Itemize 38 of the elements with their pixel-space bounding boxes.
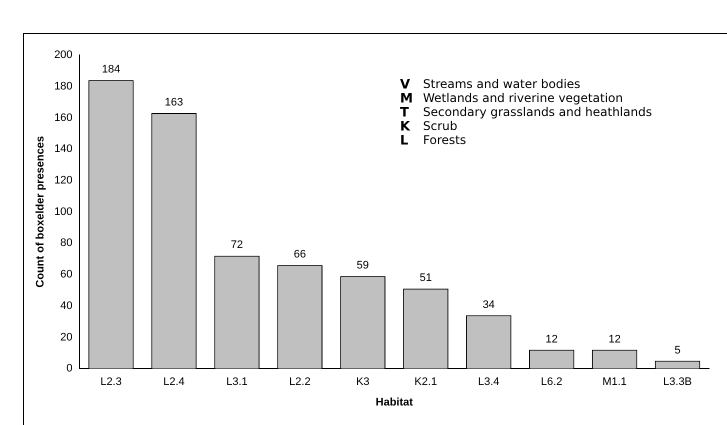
x-tick-label: M1.1 (602, 376, 627, 388)
data-label: 184 (102, 64, 120, 76)
y-tick-label: 60 (60, 268, 73, 281)
annotation: M Wetlands and riverine vegetation (400, 91, 623, 106)
y-tick-label: 140 (54, 143, 73, 156)
data-label: 12 (608, 333, 621, 346)
x-tick-label: L2.3 (100, 376, 122, 388)
x-tick-label: K3 (356, 376, 370, 388)
data-label: 51 (420, 272, 432, 284)
y-tick-label: 80 (60, 237, 73, 250)
data-label: 163 (164, 96, 184, 109)
data-label: 66 (294, 248, 306, 261)
x-axis-title: Habitat (376, 396, 414, 408)
x-tick-label: L6.2 (540, 376, 562, 388)
x-tick-label: L3.1 (226, 376, 248, 388)
annotation: K Scrub (400, 119, 458, 134)
y-tick-label: 120 (54, 174, 73, 186)
data-label: 12 (546, 333, 558, 346)
y-tick-label: 40 (60, 300, 73, 312)
y-tick-label: 0 (66, 362, 73, 375)
x-tick-label: L2.4 (163, 376, 185, 388)
y-tick-label: 180 (54, 80, 73, 92)
x-tick-label: L3.3B (663, 376, 692, 388)
data-label: 72 (230, 239, 244, 252)
data-label: 59 (356, 260, 369, 272)
x-tick-label: L3.4 (478, 376, 500, 388)
y-tick-label: 100 (54, 206, 73, 218)
x-tick-label: K2.1 (414, 376, 438, 388)
data-label: 5 (674, 344, 681, 356)
data-label: 34 (482, 298, 495, 311)
y-tick-label: 160 (54, 112, 73, 124)
annotation: L Forests (400, 133, 466, 148)
y-axis-title: Count of boxelder presences (34, 136, 47, 288)
annotation: T Secondary grasslands and heathlands (400, 105, 652, 120)
y-tick-label: 200 (54, 49, 73, 62)
x-tick-label: L2.2 (289, 376, 311, 388)
y-tick-label: 20 (60, 331, 73, 344)
annotation: V Streams and water bodies (400, 77, 580, 92)
